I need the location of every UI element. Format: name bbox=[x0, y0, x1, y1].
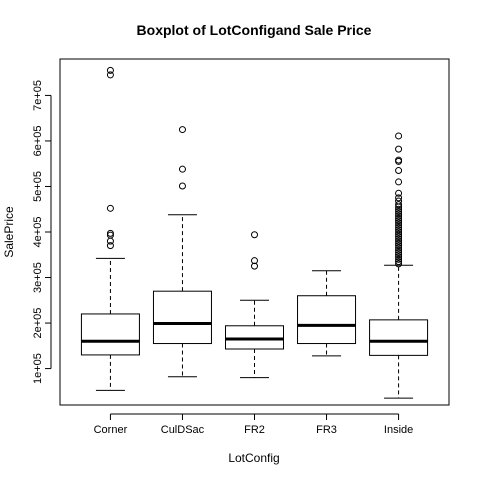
outlier-point bbox=[395, 239, 403, 247]
outlier-point bbox=[395, 194, 403, 202]
x-axis-label: LotConfig bbox=[228, 451, 279, 465]
box-fr3 bbox=[297, 270, 357, 357]
outlier-point bbox=[395, 178, 403, 186]
outlier-point bbox=[178, 126, 186, 134]
x-tick-label: FR2 bbox=[244, 424, 265, 436]
y-tick-label: 3e+05 bbox=[32, 262, 44, 293]
box-corner bbox=[80, 66, 140, 391]
plot-frame bbox=[59, 58, 450, 406]
outlier-point bbox=[178, 182, 186, 190]
iqr-box bbox=[225, 325, 284, 350]
outlier-point bbox=[395, 230, 403, 238]
outlier-point bbox=[395, 233, 403, 241]
outlier-point bbox=[395, 246, 403, 254]
x-tick-label: Inside bbox=[384, 424, 413, 436]
y-tick-label: 2e+05 bbox=[32, 308, 44, 339]
outlier-point bbox=[395, 219, 403, 227]
outlier-point bbox=[106, 66, 114, 74]
outlier-point bbox=[395, 197, 403, 205]
outlier-point bbox=[395, 221, 403, 229]
y-tick-label: 4e+05 bbox=[32, 217, 44, 248]
y-tick-label: 1e+05 bbox=[32, 353, 44, 384]
y-tick-label: 7e+05 bbox=[32, 80, 44, 111]
outlier-point bbox=[395, 251, 403, 259]
boxes-layer bbox=[80, 66, 429, 399]
outlier-point bbox=[251, 262, 258, 270]
outlier-point bbox=[106, 229, 114, 237]
outlier-point bbox=[395, 258, 403, 266]
outlier-point bbox=[178, 165, 186, 173]
outlier-point bbox=[395, 242, 403, 250]
x-tick-label: Corner bbox=[94, 424, 128, 436]
outlier-point bbox=[395, 167, 403, 175]
y-tick-label: 6e+05 bbox=[32, 125, 44, 156]
outlier-point bbox=[395, 214, 403, 222]
x-tick-label: FR3 bbox=[316, 424, 337, 436]
outlier-point bbox=[395, 253, 403, 261]
outlier-point bbox=[106, 231, 114, 239]
outlier-point bbox=[395, 237, 403, 245]
y-tick-label: 5e+05 bbox=[32, 171, 44, 202]
outlier-point bbox=[395, 212, 403, 220]
outlier-point bbox=[106, 71, 114, 79]
outlier-point bbox=[106, 237, 114, 245]
y-axis: 1e+05 2e+05 3e+05 4e+05 5e+05 6e+05 7e+05 bbox=[32, 80, 52, 384]
outlier-point bbox=[395, 244, 403, 252]
box-fr2 bbox=[225, 231, 284, 379]
outlier-point bbox=[395, 226, 403, 234]
outlier-point bbox=[106, 242, 114, 250]
outlier-point bbox=[395, 205, 403, 213]
outlier-point bbox=[395, 260, 403, 268]
iqr-box bbox=[152, 290, 212, 345]
outlier-point bbox=[395, 132, 403, 140]
outlier-point bbox=[395, 248, 403, 256]
outlier-point bbox=[395, 223, 403, 231]
outlier-point bbox=[395, 208, 403, 216]
x-tick-label: CulDSac bbox=[161, 424, 205, 436]
y-axis-label: SalePrice bbox=[2, 206, 16, 258]
box-inside bbox=[369, 132, 429, 399]
iqr-box bbox=[297, 295, 357, 345]
outlier-point bbox=[106, 204, 114, 212]
outlier-point bbox=[395, 255, 403, 263]
outlier-point bbox=[395, 189, 403, 197]
outlier-point bbox=[251, 257, 258, 265]
box-culdsac bbox=[152, 126, 212, 378]
iqr-box bbox=[80, 313, 140, 356]
outlier-point bbox=[251, 231, 258, 239]
iqr-box bbox=[369, 319, 429, 356]
outlier-point bbox=[395, 201, 403, 209]
outlier-point bbox=[395, 235, 403, 243]
outlier-point bbox=[395, 156, 403, 164]
x-axis: Corner CulDSac FR2 FR3 Inside bbox=[94, 413, 413, 436]
outlier-point bbox=[395, 217, 403, 225]
chart-title: Boxplot of LotConfigand Sale Price bbox=[137, 22, 372, 38]
outlier-point bbox=[395, 145, 403, 153]
outlier-point bbox=[395, 210, 403, 218]
outlier-point bbox=[395, 228, 403, 236]
